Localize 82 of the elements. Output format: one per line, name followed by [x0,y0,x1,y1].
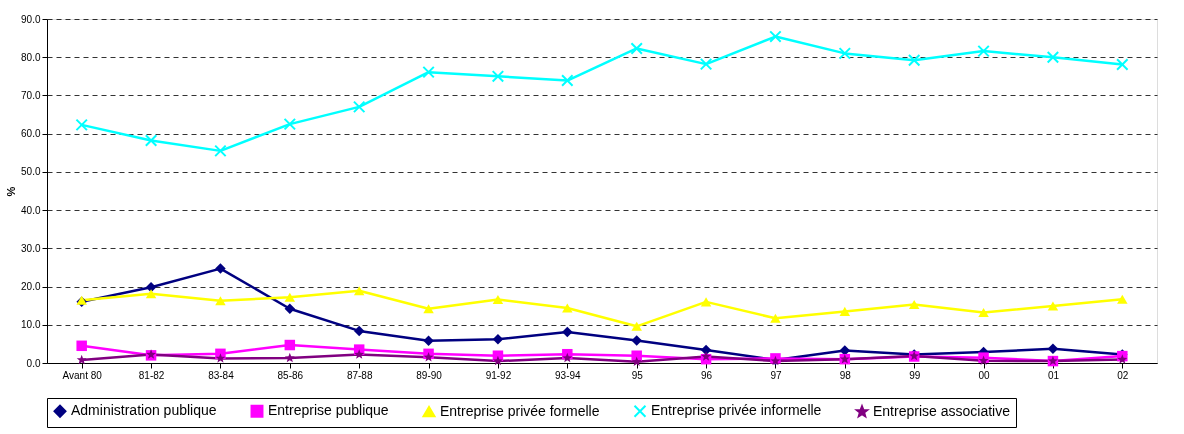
y-tick-label: 10.0 [21,319,41,331]
y-tick-label: 50.0 [21,166,41,178]
point [284,303,296,314]
y-tick-label: 0.0 [26,357,41,369]
point [353,325,365,337]
point [283,117,297,131]
point [492,355,503,366]
point [284,339,296,351]
x-tick-label: 81-82 [138,369,165,381]
point [423,335,434,347]
point [631,335,642,346]
x-tick-label: 85-86 [277,369,304,381]
point [978,308,989,318]
x-tick-label: 95 [631,369,644,381]
point [699,57,713,71]
point [76,354,87,365]
y-tick-label: 20.0 [21,281,41,293]
y-tick-label: 60.0 [21,128,41,140]
point [907,54,921,67]
y-tick-label: 70.0 [21,89,41,101]
y-axis-title: % [5,186,18,197]
point [977,44,990,58]
point [1047,343,1059,355]
point [492,334,504,345]
legend-label: Administration publique [71,402,217,419]
y-tick-label: 30.0 [21,242,41,254]
point [215,296,226,306]
x-tick-label: 83-84 [208,369,235,381]
legend-label: Entreprise privée formelle [440,402,600,419]
point [492,295,504,305]
y-tick-label: 40.0 [21,204,41,216]
x-tick-label: 00 [978,369,991,381]
point [215,263,226,274]
legend-label: Entreprise privée informelle [651,402,822,419]
point [1047,301,1059,311]
x-tick-label: 99 [909,369,921,381]
point [769,30,782,43]
point [145,289,157,299]
point [701,351,712,361]
point [630,42,643,55]
x-tick-label: 02 [1117,369,1129,381]
point [562,352,573,363]
point [214,144,227,158]
point [631,356,642,367]
x-tick-label: 91-92 [485,369,512,381]
point [75,118,88,132]
point [770,313,781,323]
x-tick-label: 98 [839,369,852,381]
point [491,70,505,83]
point [562,303,573,313]
point [562,326,573,338]
x-tick-label: 96 [701,369,713,381]
point [284,352,295,363]
x-tick-label: 01 [1047,369,1060,381]
point [1117,294,1128,304]
point [76,340,87,352]
point [1117,354,1128,364]
point [838,47,852,60]
point [353,286,365,296]
point [215,353,226,363]
legend-label: Entreprise publique [268,402,389,419]
point [1046,50,1060,64]
point [561,74,574,87]
point [352,100,366,114]
x-tick-label: 89-90 [416,369,443,381]
point [422,65,435,79]
point [631,321,642,331]
legend-label: Entreprise associative [873,402,1011,419]
point [839,306,851,316]
point [700,297,712,307]
point [144,134,158,147]
x-tick-label: Avant 80 [62,369,103,381]
point [354,349,365,359]
point [908,299,920,310]
y-tick-label: 80.0 [21,51,41,63]
x-tick-label: 97 [770,369,782,381]
y-tick-label: 90.0 [21,13,41,25]
x-tick-label: 87-88 [346,369,373,381]
x-tick-label: 93-94 [555,369,582,381]
point [284,292,296,302]
point [423,304,434,314]
point [1116,58,1129,71]
